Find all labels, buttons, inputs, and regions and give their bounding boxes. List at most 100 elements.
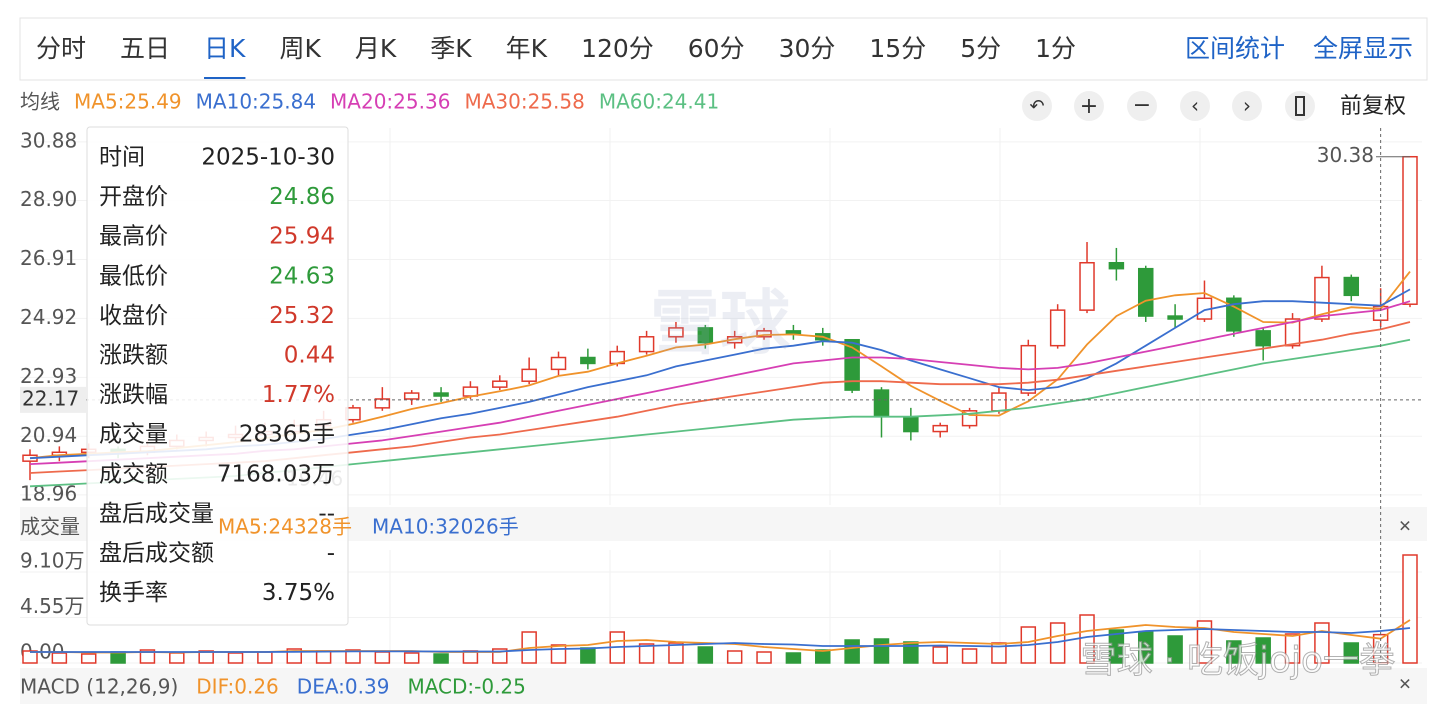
tooltip-label: 最低价: [99, 263, 168, 289]
candle-body: [1343, 276, 1360, 297]
tab[interactable]: 季K: [430, 34, 472, 63]
candle-body: [403, 392, 420, 400]
candle-body: [697, 327, 714, 344]
y-tick-label: 28.90: [20, 187, 77, 211]
volume-bar: [726, 650, 743, 664]
volume-bar: [1402, 554, 1418, 664]
tooltip-value: 7168.03万: [217, 461, 335, 487]
close-volume[interactable]: ✕: [1398, 517, 1411, 536]
tab[interactable]: 分时: [36, 34, 86, 63]
volume-bar: [1137, 631, 1154, 664]
zoom-in-icon: +: [1080, 94, 1098, 119]
volume-bar: [51, 652, 68, 664]
volume-bar: [315, 650, 332, 664]
tooltip-label: 开盘价: [99, 184, 168, 210]
tooltip-value: 24.86: [269, 184, 335, 210]
tooltip-label: 最高价: [99, 224, 168, 250]
y-tick-label: 9.10万: [20, 549, 85, 573]
volume-bar: [22, 650, 38, 664]
candle-body: [873, 389, 890, 418]
tab[interactable]: 五日: [120, 34, 170, 63]
zoom-out-button[interactable]: [1127, 91, 1157, 121]
tab[interactable]: 60分: [688, 34, 745, 63]
candle-body: [1137, 267, 1154, 317]
tooltip-label: 成交量: [99, 422, 168, 448]
right-tab[interactable]: 区间统计: [1185, 34, 1285, 63]
tooltip-value: 2025-10-30: [201, 145, 335, 171]
volume-bar: [257, 651, 273, 664]
candle-body: [668, 327, 684, 338]
volume-bar: [668, 642, 684, 664]
volume-bar: [169, 652, 185, 664]
undo-button[interactable]: [1022, 91, 1052, 121]
volume-bar: [1255, 637, 1271, 664]
candle-body: [1049, 309, 1066, 347]
candle-body: [844, 338, 860, 391]
left-button[interactable]: [1180, 91, 1210, 121]
right-tab[interactable]: 全屏显示: [1313, 34, 1413, 63]
volume-bar: [403, 652, 420, 664]
tooltip-label: 盘后成交量: [99, 501, 214, 527]
tab[interactable]: 120分: [581, 34, 654, 63]
legend-item: MA10:25.84: [196, 90, 316, 114]
volume-bar: [1108, 629, 1125, 664]
tooltip-label: 涨跌幅: [99, 382, 168, 408]
volume-bar: [638, 643, 655, 664]
tab[interactable]: 15分: [869, 34, 926, 63]
legend-item: MA5:25.49: [74, 90, 182, 114]
left-icon: ‹: [1191, 94, 1199, 118]
tooltip-label: 换手率: [99, 580, 168, 606]
volume-bar: [1167, 635, 1183, 664]
y-tick-label: 22.93: [20, 364, 77, 388]
tooltip-value: 24.63: [269, 263, 335, 289]
tab[interactable]: 日K: [204, 34, 246, 63]
candle-body: [1284, 318, 1301, 347]
macd-header: [20, 668, 1427, 704]
adjust-toggle[interactable]: 前复权: [1340, 94, 1406, 119]
tooltip-box: [86, 126, 349, 626]
crosshair-label-bg: [20, 386, 86, 413]
volume-bar: [844, 639, 860, 664]
volume-bar: [903, 641, 919, 664]
volume-bar: [345, 649, 361, 664]
candle-body: [932, 424, 948, 433]
candle-body: [903, 415, 919, 433]
legend-item: DEA:0.39: [297, 675, 390, 699]
tab[interactable]: 周K: [279, 34, 321, 63]
tooltip-label: 成交额: [99, 461, 168, 487]
y-tick-label: 30.88: [20, 128, 77, 152]
tab[interactable]: 1分: [1035, 34, 1076, 63]
volume-bar: [80, 653, 97, 664]
tab[interactable]: 年K: [506, 34, 548, 63]
watermark-logo: 雪球: [650, 282, 791, 364]
candle-body: [1167, 315, 1183, 320]
volume-bar: [198, 650, 214, 664]
volume-bar: [1284, 633, 1301, 664]
volume-legend-item: MA5:24328手: [218, 515, 352, 539]
right-button[interactable]: [1232, 91, 1262, 121]
tab-bar: [19, 17, 1428, 81]
legend-item: MA20:25.36: [330, 90, 450, 114]
candle-body: [756, 330, 772, 338]
max-label: 30.38: [1317, 143, 1374, 167]
tab[interactable]: 30分: [779, 34, 836, 63]
volume-bar: [110, 651, 126, 664]
volume-bar: [961, 648, 978, 664]
y-tick-label: 24.92: [20, 305, 77, 329]
close-macd[interactable]: ✕: [1398, 675, 1411, 694]
zoom-in-button[interactable]: [1074, 91, 1104, 121]
volume-bar: [374, 651, 391, 664]
volume-ma-line: [30, 627, 1411, 653]
legend-item: MA30:25.58: [464, 90, 584, 114]
volume-bar: [227, 652, 244, 664]
volume-bar: [433, 653, 449, 664]
tab[interactable]: 月K: [355, 34, 397, 63]
candle-body: [638, 336, 655, 353]
tooltip-value: 25.94: [269, 224, 335, 250]
volume-bar: [785, 652, 802, 664]
candle-body: [1226, 297, 1242, 332]
tooltip-label: 盘后成交额: [99, 541, 214, 567]
tab[interactable]: 5分: [960, 34, 1001, 63]
candle-type-button[interactable]: [1285, 91, 1315, 121]
volume-bar: [1343, 642, 1360, 664]
